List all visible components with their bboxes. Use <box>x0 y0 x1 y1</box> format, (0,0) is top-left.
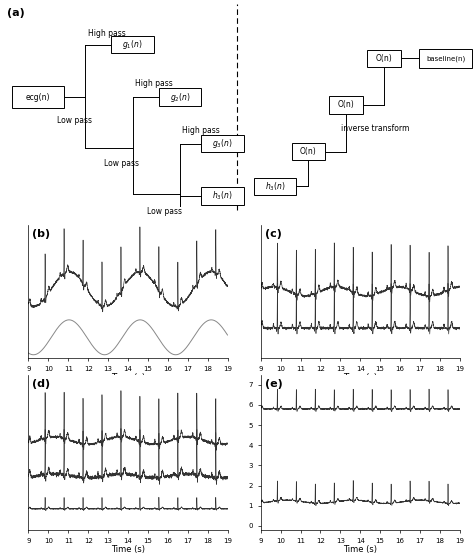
Text: $g_2(n)$: $g_2(n)$ <box>170 90 191 104</box>
Text: $h_3(n)$: $h_3(n)$ <box>264 180 285 193</box>
FancyBboxPatch shape <box>254 178 296 195</box>
Text: Low pass: Low pass <box>147 207 182 216</box>
Text: O(n): O(n) <box>375 54 392 63</box>
FancyBboxPatch shape <box>367 49 401 67</box>
Text: O(n): O(n) <box>300 147 317 156</box>
Text: $g_1(n)$: $g_1(n)$ <box>122 38 143 51</box>
FancyBboxPatch shape <box>419 49 472 68</box>
X-axis label: Time (s): Time (s) <box>343 373 377 382</box>
X-axis label: Time (s): Time (s) <box>343 545 377 554</box>
FancyBboxPatch shape <box>12 87 64 108</box>
FancyBboxPatch shape <box>329 96 363 114</box>
Text: (b): (b) <box>32 229 51 239</box>
Text: (d): (d) <box>32 379 51 389</box>
Text: $h_3(n)$: $h_3(n)$ <box>212 190 233 203</box>
X-axis label: Time (s): Time (s) <box>111 545 145 554</box>
FancyBboxPatch shape <box>292 143 325 160</box>
FancyBboxPatch shape <box>201 188 244 205</box>
Text: $g_3(n)$: $g_3(n)$ <box>212 137 233 150</box>
Text: (e): (e) <box>264 379 283 389</box>
Text: High pass: High pass <box>135 79 173 88</box>
FancyBboxPatch shape <box>111 36 154 53</box>
Text: Low pass: Low pass <box>57 116 92 125</box>
FancyBboxPatch shape <box>159 88 201 106</box>
Text: inverse transform: inverse transform <box>341 124 410 133</box>
Text: O(n): O(n) <box>337 100 355 109</box>
Text: High pass: High pass <box>88 28 126 38</box>
Text: Low pass: Low pass <box>104 159 139 168</box>
Text: ecg(n): ecg(n) <box>26 93 50 102</box>
Text: baseline(n): baseline(n) <box>426 55 465 62</box>
Text: (c): (c) <box>264 229 282 239</box>
FancyBboxPatch shape <box>201 135 244 153</box>
X-axis label: Time (s): Time (s) <box>111 373 145 382</box>
Text: (a): (a) <box>7 8 25 18</box>
Text: High pass: High pass <box>182 125 220 135</box>
